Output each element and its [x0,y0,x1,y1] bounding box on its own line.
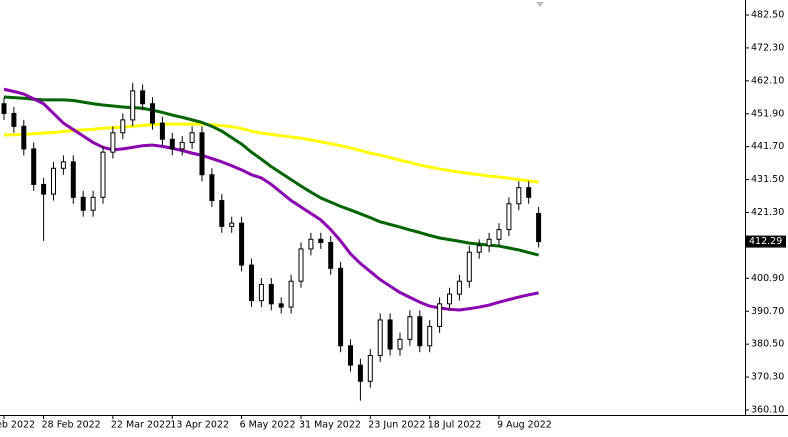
candle-body [377,319,383,356]
candle-body [427,325,433,347]
candle-body [120,119,126,134]
candle-body [1,103,7,114]
y-tick-label: 390.70 [751,306,784,317]
candle-body [159,122,165,140]
candle-body [51,167,56,195]
candle-body [456,280,462,295]
candle-body [328,242,334,269]
candle-body [258,283,264,302]
moving-average [3,95,539,257]
x-tick-label: 6 May 2022 [240,420,296,431]
candle-body [249,264,254,302]
candle-body [318,238,324,244]
x-tick-label: 9 Aug 2022 [497,420,552,431]
candle-body [437,303,443,327]
candle-body [288,280,294,308]
candle-body [536,212,542,243]
candle-body [130,90,136,121]
x-tick-label: 28 Feb 2022 [42,420,101,431]
candle-body [189,132,195,143]
y-tick-label: 462.10 [751,75,784,86]
candle-body [338,267,344,347]
candle-body [298,248,304,282]
candle-body [486,238,492,247]
y-tick-label: 482.50 [751,10,784,21]
y-tick-label: 421.30 [751,207,784,218]
candle-body [11,112,17,127]
current-price-box [746,235,786,248]
candle-body [41,183,47,195]
candle-body [110,132,116,153]
candle-body [150,103,155,124]
candle-body [516,187,522,205]
candle-body [219,200,225,227]
candle-body [466,251,472,282]
candle-body [179,141,185,150]
candle-body [308,238,314,250]
y-tick-label: 360.10 [751,404,784,415]
candle-body [239,222,245,266]
y-tick-label: 451.90 [751,108,784,119]
candle-body [397,338,403,350]
x-tick-label: 23 Jun 2022 [368,420,425,431]
y-tick-label: 441.70 [751,141,784,152]
x-tick-label: 22 Mar 2022 [111,420,171,431]
y-tick-label: 400.90 [751,273,784,284]
candle-body [417,316,423,347]
candle-body [21,125,27,150]
candle-body [60,161,66,169]
y-tick-label: 472.30 [751,42,784,53]
candle-body [526,187,532,198]
candle-body [100,151,106,198]
candle-body [278,303,284,308]
y-tick-label: 370.30 [751,372,784,383]
candle-body [80,196,86,211]
candle-body [348,345,353,366]
candle-body [31,148,37,185]
y-tick-label: 380.50 [751,339,784,350]
x-tick-label: 18 Jul 2022 [428,420,482,431]
candle-body [496,229,502,240]
candle-body [268,283,274,305]
candle-body [367,354,373,382]
y-tick-label: 431.50 [751,174,784,185]
candle-body [387,319,393,350]
candle-body [90,196,96,211]
moving-average [3,122,539,184]
candle-body [140,90,146,105]
candle-body [407,316,413,340]
candle-body [506,203,512,231]
candle-body [229,222,235,227]
x-tick-label: eb 2022 [0,420,35,431]
x-tick-label: 13 Apr 2022 [170,420,229,431]
candle-body [169,138,175,150]
current-price-label: 412.29 [749,236,782,247]
shift-marker [536,2,544,7]
candle-body [476,245,482,253]
candle-body [357,364,363,382]
candle-body [199,132,205,176]
x-tick-label: 31 May 2022 [299,420,361,431]
candle-body [209,174,215,202]
candle-body [447,293,452,305]
candle-body [70,161,76,198]
